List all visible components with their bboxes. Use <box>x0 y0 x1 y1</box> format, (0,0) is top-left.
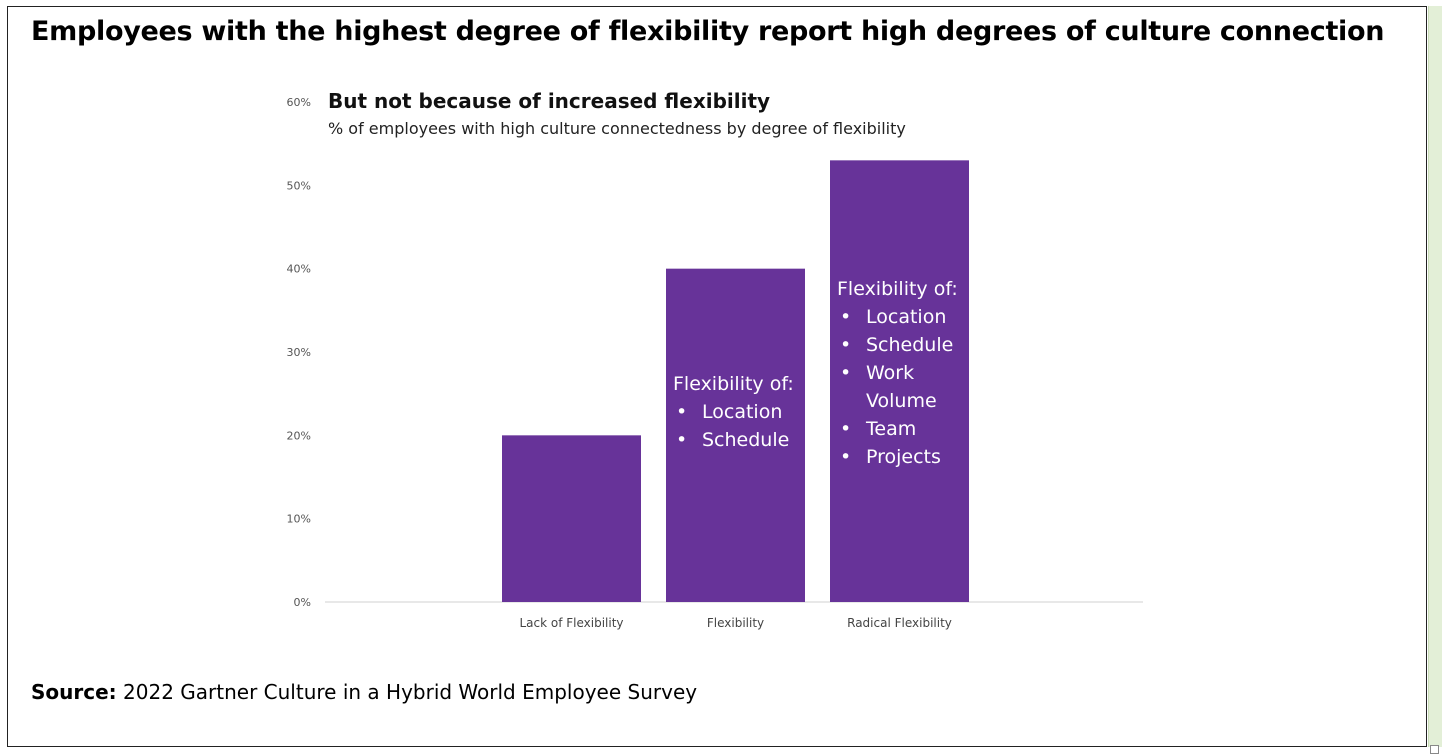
annotation-bullet: Projects <box>866 446 941 468</box>
x-tick-label: Radical Flexibility <box>847 616 952 630</box>
source-label: Source: <box>31 680 117 704</box>
annotation-bullet: Volume <box>866 390 937 412</box>
annotation-bullet-dot: • <box>840 418 851 440</box>
y-tick-label: 30% <box>287 346 311 359</box>
annotation-bullet-dot: • <box>840 306 851 328</box>
y-axis-ticks: 0% 10% 20% 30% 40% 50% 60% <box>287 96 311 609</box>
chart-title: But not because of increased flexibility <box>328 89 770 113</box>
bar <box>666 268 805 602</box>
side-strip <box>1428 6 1442 747</box>
y-tick-label: 50% <box>287 179 311 192</box>
annotation-bullet-dot: • <box>676 429 687 451</box>
annotation-bullet: Work <box>866 362 914 384</box>
x-tick-label: Lack of Flexibility <box>519 616 623 630</box>
bar <box>830 160 969 603</box>
source-line: Source: 2022 Gartner Culture in a Hybrid… <box>31 680 697 704</box>
x-axis-labels: Lack of Flexibility Flexibility Radical Fl… <box>519 616 951 630</box>
annotation-bullet-dot: • <box>840 334 851 356</box>
y-tick-label: 20% <box>287 429 311 442</box>
annotation-bullet: Location <box>866 306 946 328</box>
annotation-heading: Flexibility of: <box>837 278 958 300</box>
annotation-heading: Flexibility of: <box>673 373 794 395</box>
chart-subtitle: % of employees with high culture connect… <box>328 119 906 138</box>
annotation-bullet: Team <box>865 418 916 440</box>
bar-annotations: Flexibility of: • Location • Schedule Flexibi… <box>673 278 958 468</box>
y-tick-label: 10% <box>287 513 311 526</box>
annotation-bullet: Schedule <box>866 334 953 356</box>
annotation-bullet-dot: • <box>676 401 687 423</box>
annotation-bullet-dot: • <box>840 362 851 384</box>
annotation-bullet-dot: • <box>840 446 851 468</box>
annotation-bullet: Schedule <box>702 429 789 451</box>
slide-frame: Employees with the highest degree of fle… <box>7 6 1427 747</box>
y-tick-label: 60% <box>287 96 311 109</box>
bar <box>502 435 641 602</box>
page-title: Employees with the highest degree of fle… <box>31 16 1385 47</box>
source-text: 2022 Gartner Culture in a Hybrid World E… <box>123 680 698 704</box>
x-tick-label: Flexibility <box>707 616 764 630</box>
y-tick-label: 40% <box>287 263 311 276</box>
y-tick-label: 0% <box>294 596 311 609</box>
annotation-bullet: Location <box>702 401 782 423</box>
resize-handle[interactable] <box>1430 745 1439 754</box>
bars <box>502 160 969 603</box>
